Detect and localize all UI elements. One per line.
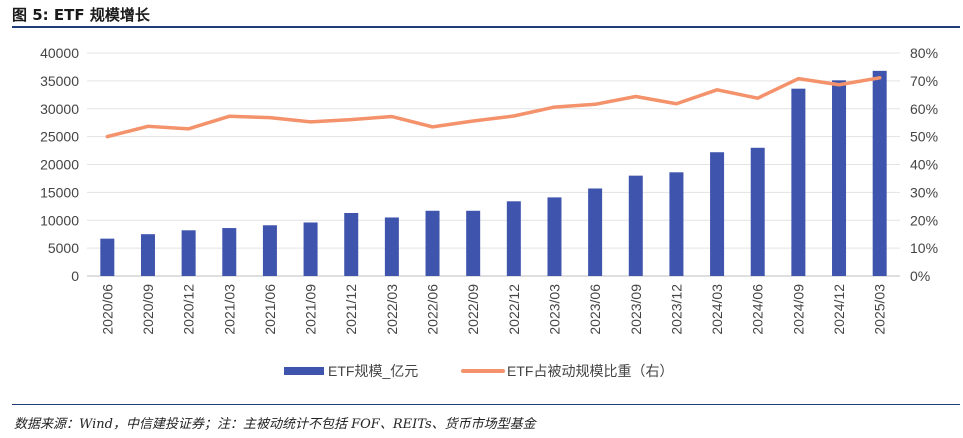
bar <box>669 172 684 276</box>
left-tick-label: 30000 <box>40 101 79 117</box>
x-tick-label: 2023/09 <box>628 284 644 335</box>
line-point <box>796 77 800 81</box>
right-tick-label: 50% <box>910 129 938 145</box>
etf-scale-chart: 0 5000 10000 15000 20000 25000 30000 35000 40000… <box>40 45 938 379</box>
right-tick-label: 40% <box>910 157 938 173</box>
right-tick-label: 80% <box>910 45 938 61</box>
x-tick-label: 2022/03 <box>384 284 400 335</box>
x-tick-label: 2020/09 <box>140 284 156 335</box>
right-tick-label: 70% <box>910 73 938 89</box>
legend-label-bar: ETF规模_亿元 <box>328 363 418 379</box>
bar <box>710 152 725 276</box>
figure-title: 图 5: ETF 规模增长 <box>12 6 150 24</box>
bar <box>466 210 481 276</box>
right-tick-label: 30% <box>910 184 938 200</box>
line-point <box>146 124 150 128</box>
bar <box>100 238 115 276</box>
line-point <box>187 127 191 131</box>
bar <box>750 147 765 276</box>
x-tick-label: 2024/09 <box>790 284 806 335</box>
bar <box>140 234 155 276</box>
line-point <box>878 76 882 80</box>
x-tick-label: 2023/12 <box>668 284 684 335</box>
line-point <box>227 114 231 118</box>
right-tick-label: 60% <box>910 101 938 117</box>
x-tick-label: 2023/03 <box>546 284 562 335</box>
bar <box>344 213 359 276</box>
x-tick-label: 2022/12 <box>506 284 522 335</box>
ratio-line <box>105 76 882 139</box>
right-tick-label: 10% <box>910 240 938 256</box>
left-tick-label: 25000 <box>40 129 79 145</box>
x-tick-label: 2021/06 <box>262 284 278 335</box>
line-point <box>390 115 394 119</box>
line-series <box>105 76 882 139</box>
line-point <box>431 125 435 129</box>
bar <box>506 201 521 276</box>
source-note: 数据来源：Wind，中信建投证券；注：主被动统计不包括 FOF、REITs、货币… <box>14 417 536 432</box>
x-tick-label: 2021/03 <box>221 284 237 335</box>
x-tick-label: 2020/12 <box>181 284 197 335</box>
line-point <box>309 120 313 124</box>
legend-swatch-bar <box>284 367 324 375</box>
bar <box>181 230 196 276</box>
bar-series <box>100 70 887 277</box>
bar <box>384 217 399 276</box>
bar <box>588 188 603 276</box>
left-tick-label: 0 <box>71 268 79 284</box>
legend-label-line: ETF占被动规模比重（右） <box>507 363 673 379</box>
line-point <box>471 119 475 123</box>
line-point <box>105 135 109 139</box>
right-tick-label: 0% <box>910 268 930 284</box>
x-tick-label: 2025/03 <box>872 284 888 335</box>
bar <box>222 228 237 276</box>
bar <box>547 197 562 276</box>
line-point <box>349 118 353 122</box>
bar <box>791 88 806 277</box>
line-point <box>593 102 597 106</box>
left-tick-label: 20000 <box>40 157 79 173</box>
gridlines <box>87 52 900 277</box>
bar <box>872 70 887 276</box>
x-tick-label: 2024/03 <box>709 284 725 335</box>
x-tick-label: 2024/12 <box>831 284 847 335</box>
line-point <box>674 102 678 106</box>
line-point <box>552 105 556 109</box>
bar <box>425 210 440 276</box>
title-rule <box>12 26 960 28</box>
left-tick-label: 15000 <box>40 184 79 200</box>
x-tick-label: 2022/09 <box>465 284 481 335</box>
left-tick-label: 5000 <box>48 240 79 256</box>
x-tick-label: 2021/09 <box>303 284 319 335</box>
line-point <box>512 114 516 118</box>
left-tick-label: 10000 <box>40 212 79 228</box>
x-axis-ticks: 2020/06 2020/09 2020/12 2021/03 2021/06 2021/… <box>99 284 887 335</box>
left-tick-label: 40000 <box>40 45 79 61</box>
line-point <box>634 94 638 98</box>
legend: ETF规模_亿元 ETF占被动规模比重（右） <box>284 363 673 379</box>
left-tick-label: 35000 <box>40 73 79 89</box>
line-point <box>268 116 272 120</box>
line-point <box>837 83 841 87</box>
bar <box>303 222 318 276</box>
bar <box>832 80 847 276</box>
x-tick-label: 2024/06 <box>750 284 766 335</box>
source-rule <box>12 404 960 405</box>
x-tick-label: 2021/12 <box>343 284 359 335</box>
right-tick-label: 20% <box>910 212 938 228</box>
right-axis-ticks: 0% 10% 20% 30% 40% 50% 60% 70% 80% <box>910 45 938 284</box>
line-point <box>715 88 719 92</box>
bar <box>262 225 277 276</box>
left-axis-ticks: 0 5000 10000 15000 20000 25000 30000 35000 40000 <box>40 45 79 284</box>
x-tick-label: 2022/06 <box>425 284 441 335</box>
x-tick-label: 2023/06 <box>587 284 603 335</box>
bar <box>628 175 643 276</box>
x-tick-label: 2020/06 <box>99 284 115 335</box>
line-point <box>756 96 760 100</box>
